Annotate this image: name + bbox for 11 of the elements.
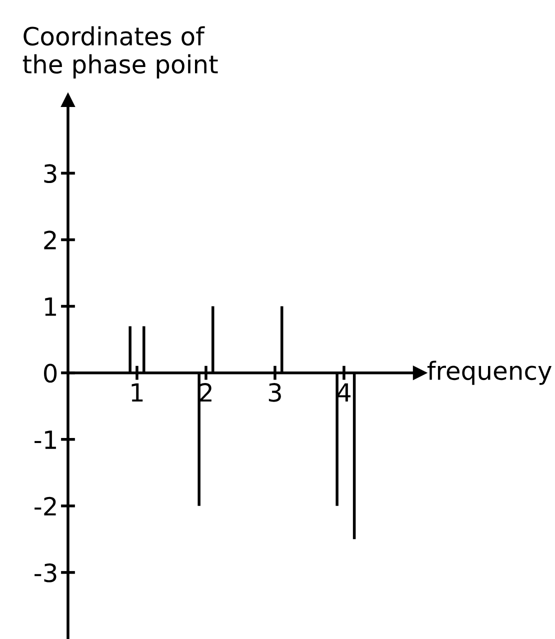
x-axis-title: frequency (427, 360, 552, 385)
x-tick-label: 1 (132, 383, 143, 402)
x-tick-label: 3 (268, 382, 281, 402)
y-tick-label: 0 (44, 364, 57, 383)
y-tick-label: 1 (45, 298, 56, 316)
y-tick-label: -1 (34, 430, 56, 449)
y-tick-label: -3 (34, 563, 56, 582)
y-axis-title: Coordinates of the phase point (22, 26, 218, 78)
y-tick-label: 2 (44, 230, 56, 250)
y-tick-label: -2 (34, 496, 56, 516)
y-tick-label: 3 (44, 164, 56, 184)
